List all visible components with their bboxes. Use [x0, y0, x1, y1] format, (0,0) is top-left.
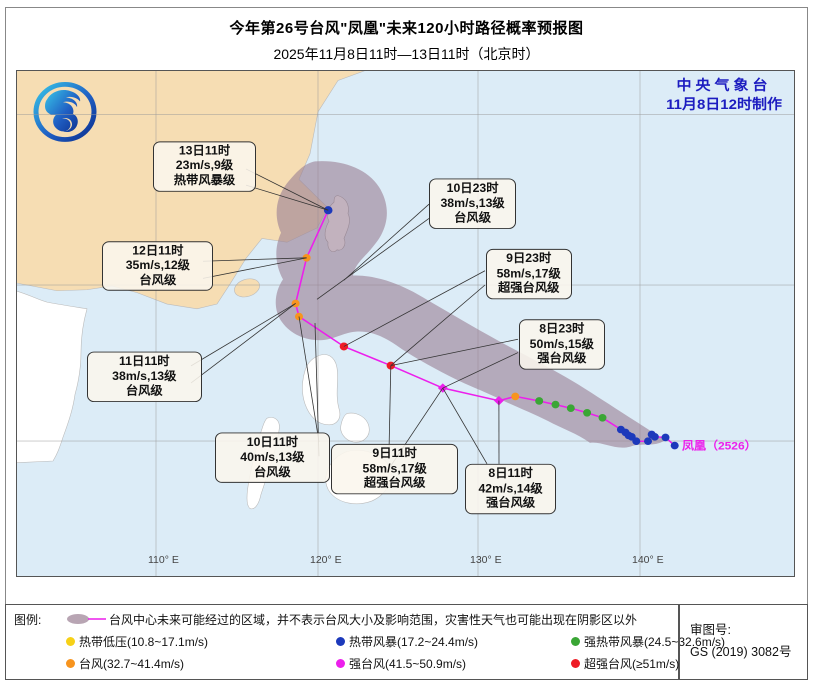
svg-text:凤凰（2526）: 凤凰（2526） — [682, 439, 757, 453]
